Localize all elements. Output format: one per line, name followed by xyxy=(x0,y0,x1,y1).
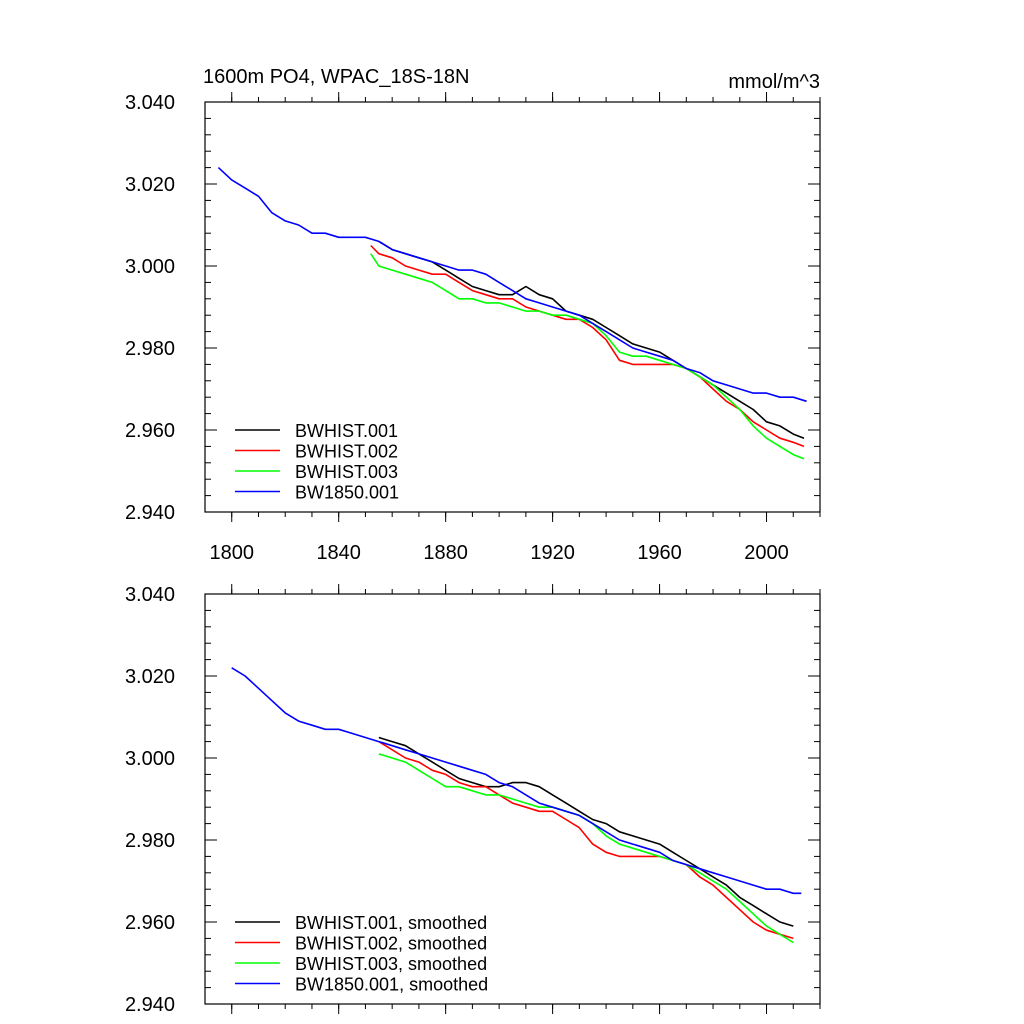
x-tick-label: 2000 xyxy=(744,542,789,564)
y-tick-label: 2.940 xyxy=(125,502,175,524)
bottom-panel-smoothed: 2.940 2.960 2.980 3.000 3.020 3.040 BWHIST.001… xyxy=(125,584,821,1016)
y-tick-label: 2.980 xyxy=(125,830,175,852)
chart-title: 1600m PO4, WPAC_18S-18N xyxy=(203,66,469,88)
legend-label: BWHIST.001, smoothed xyxy=(295,913,487,933)
x-tick-label: 1920 xyxy=(530,542,575,564)
x-tick-label: 1800 xyxy=(209,542,254,564)
plot-frame xyxy=(204,593,821,1005)
units-label: mmol/m^3 xyxy=(728,71,820,93)
legend-label: BWHIST.002, smoothed xyxy=(295,934,487,954)
y-tick-label: 2.960 xyxy=(125,420,175,442)
series-line-bwhist-001-smoothed xyxy=(378,736,794,927)
y-tick-label: 3.020 xyxy=(125,174,175,196)
x-tick-label: 1960 xyxy=(637,542,682,564)
legend-label: BWHIST.001 xyxy=(295,421,398,441)
series-line-bw1850-001 xyxy=(217,167,807,403)
series-line-bwhist-002-smoothed xyxy=(378,740,794,940)
legend-label: BW1850.001, smoothed xyxy=(295,975,488,995)
series-line-bwhist-001 xyxy=(378,240,805,439)
y-tick-label: 2.980 xyxy=(125,338,175,360)
series-line-bw1850-001-smoothed xyxy=(231,667,802,895)
y-tick-label: 3.020 xyxy=(125,666,175,688)
y-tick-label: 3.040 xyxy=(125,92,175,114)
x-tick-label: 1840 xyxy=(316,542,361,564)
x-tick-label: 1880 xyxy=(423,542,468,564)
series-line-bwhist-003 xyxy=(370,253,805,460)
y-tick-label: 3.000 xyxy=(125,256,175,278)
plot-frame xyxy=(204,101,821,513)
y-tick-label: 2.940 xyxy=(125,994,175,1016)
top-panel-raw: 2.940 2.960 2.980 3.000 3.020 3.040 1800 1840 18… xyxy=(125,92,821,564)
y-tick-label: 3.040 xyxy=(125,584,175,606)
series-line-bwhist-002 xyxy=(370,244,805,448)
legend-label: BWHIST.003 xyxy=(295,462,398,482)
legend-label: BWHIST.002 xyxy=(295,442,398,462)
y-tick-label: 3.000 xyxy=(125,748,175,770)
legend-label: BW1850.001 xyxy=(295,483,399,503)
legend-label: BWHIST.003, smoothed xyxy=(295,954,487,974)
y-tick-label: 2.960 xyxy=(125,912,175,934)
